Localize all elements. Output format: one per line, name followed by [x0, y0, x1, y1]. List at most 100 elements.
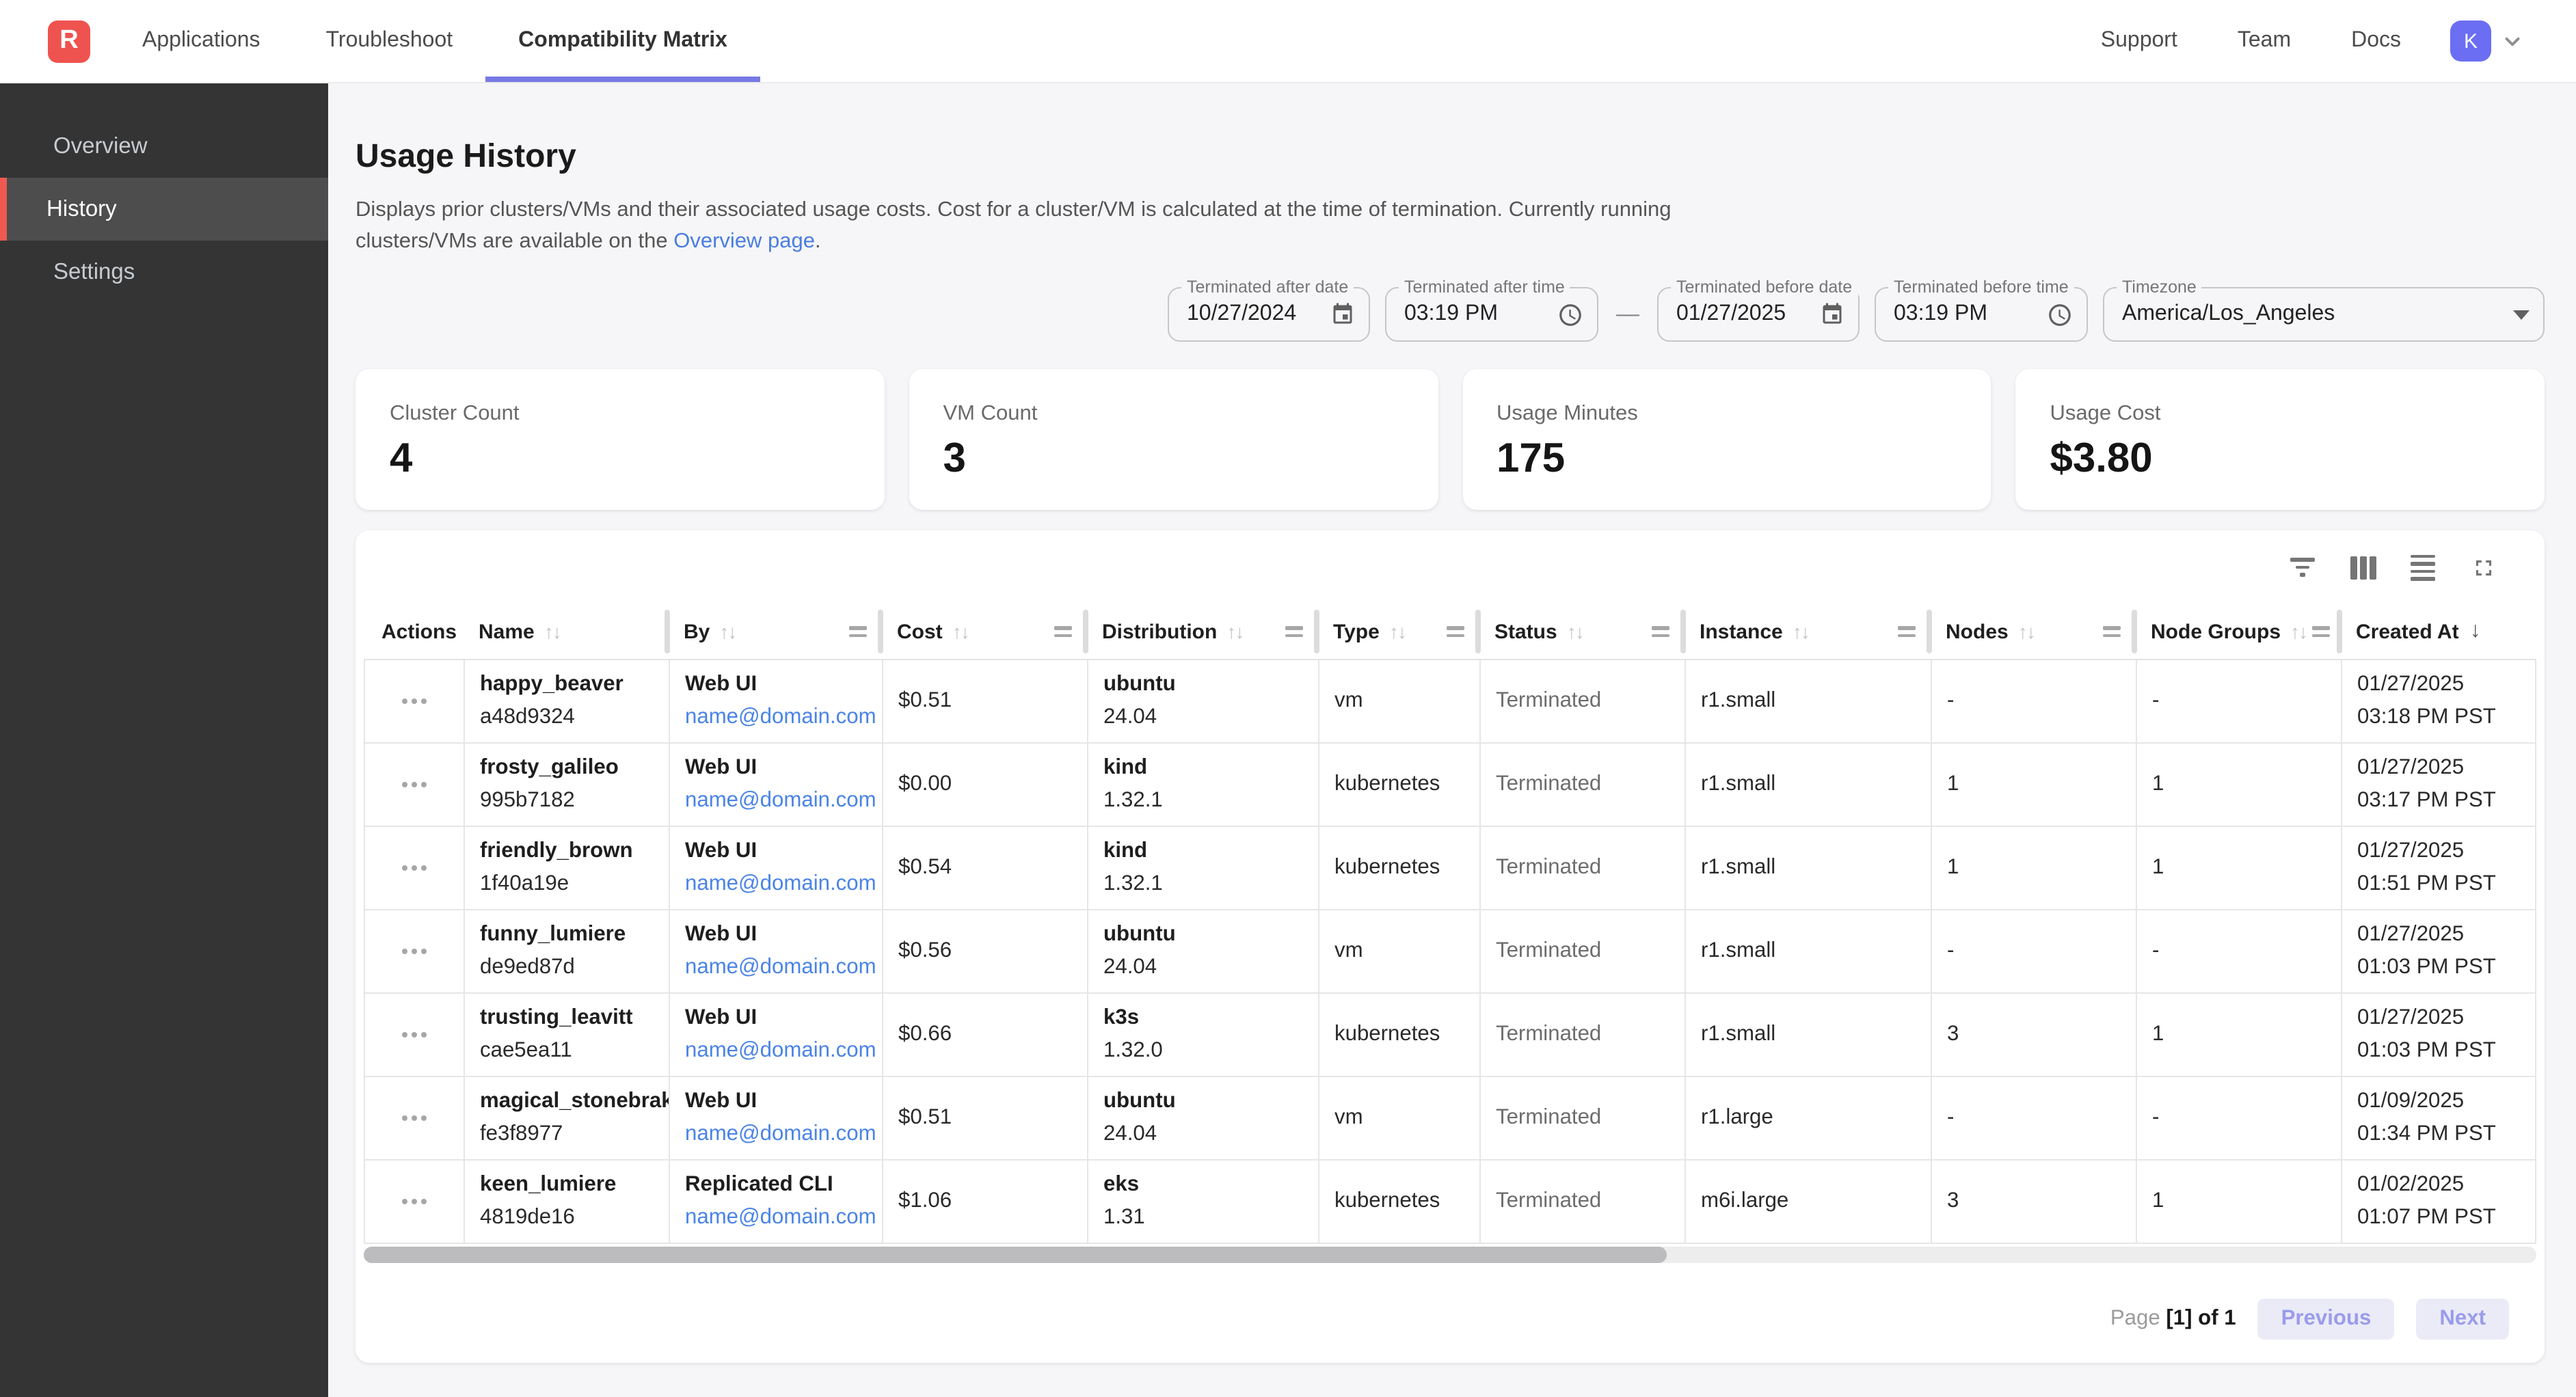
column-separator[interactable] — [1083, 610, 1088, 653]
column-header-instance[interactable]: Instance ↑↓ — [1686, 604, 1932, 659]
type-value: vm — [1334, 689, 1363, 712]
column-separator[interactable] — [1475, 610, 1481, 653]
column-filter-icon[interactable] — [2103, 626, 2121, 637]
column-header-node-groups[interactable]: Node Groups ↑↓ — [2137, 604, 2342, 659]
terminated-after-date-value[interactable]: 10/27/2024 — [1187, 302, 1297, 325]
created-by-source: Web UI — [685, 673, 757, 696]
stat-value: 3 — [943, 436, 966, 481]
created-by-email-link[interactable]: name@domain.com — [685, 1039, 876, 1062]
cell-name: trusting_leavitt cae5ea11 — [465, 994, 670, 1076]
column-header-cost[interactable]: Cost ↑↓ — [883, 604, 1088, 659]
row-actions-button[interactable] — [397, 1191, 432, 1212]
row-actions-button[interactable] — [397, 690, 432, 712]
horizontal-scrollbar-thumb[interactable] — [364, 1247, 1667, 1263]
column-separator[interactable] — [1927, 610, 1932, 653]
created-by-email-link[interactable]: name@domain.com — [685, 705, 876, 729]
clock-icon[interactable] — [1557, 301, 1583, 327]
column-filter-icon[interactable] — [1054, 626, 1072, 637]
nav-link-team[interactable]: Team — [2237, 29, 2292, 52]
column-header-nodes[interactable]: Nodes ↑↓ — [1932, 604, 2137, 659]
user-avatar[interactable]: K — [2450, 21, 2491, 62]
column-header-distribution[interactable]: Distribution ↑↓ — [1088, 604, 1319, 659]
sort-icon[interactable]: ↑↓ — [719, 621, 737, 642]
calendar-icon[interactable] — [1330, 302, 1355, 327]
instance-value: m6i.large — [1701, 1189, 1789, 1212]
row-actions-button[interactable] — [397, 774, 432, 796]
cell-actions — [364, 744, 465, 826]
clock-icon[interactable] — [2047, 301, 2073, 327]
nav-item-applications[interactable]: Applications — [142, 29, 260, 52]
row-actions-button[interactable] — [397, 940, 432, 962]
sort-icon[interactable]: ↑↓ — [2017, 621, 2036, 642]
overview-page-link[interactable]: Overview page — [673, 229, 816, 252]
sort-icon[interactable]: ↑↓ — [2290, 621, 2308, 642]
terminated-after-time-field[interactable]: Terminated after time 03:19 PM — [1385, 277, 1598, 342]
cell-by: Web UI name@domain.com — [670, 1077, 883, 1159]
chevron-down-icon[interactable] — [2501, 29, 2524, 53]
column-filter-icon[interactable] — [1447, 626, 1464, 637]
created-by-email-link[interactable]: name@domain.com — [685, 1206, 876, 1229]
timezone-select[interactable]: Timezone America/Los_Angeles — [2103, 277, 2545, 342]
column-header-status[interactable]: Status ↑↓ — [1481, 604, 1686, 659]
column-separator[interactable] — [2132, 610, 2137, 653]
nav-item-compatibility-matrix[interactable]: Compatibility Matrix — [485, 0, 760, 82]
status-value: Terminated — [1496, 689, 1602, 712]
nav-link-docs[interactable]: Docs — [2351, 29, 2401, 52]
column-header-name[interactable]: Name ↑↓ — [465, 604, 670, 659]
column-filter-icon[interactable] — [1285, 626, 1303, 637]
cell-actions — [364, 1077, 465, 1159]
sort-desc-icon[interactable]: ↓ — [2469, 619, 2481, 642]
column-filter-icon[interactable] — [2312, 626, 2330, 637]
replicated-logo[interactable]: R — [48, 20, 90, 62]
density-icon[interactable] — [2408, 554, 2438, 581]
sort-icon[interactable]: ↑↓ — [952, 621, 970, 642]
created-by-email-link[interactable]: name@domain.com — [685, 789, 876, 812]
sort-icon[interactable]: ↑↓ — [1388, 621, 1407, 642]
cell-actions — [364, 827, 465, 909]
column-filter-icon[interactable] — [1898, 626, 1916, 637]
created-by-email-link[interactable]: name@domain.com — [685, 955, 876, 979]
terminated-before-date-field[interactable]: Terminated before date 01/27/2025 — [1657, 277, 1860, 342]
fullscreen-icon[interactable] — [2468, 554, 2498, 581]
nav-item-troubleshoot[interactable]: Troubleshoot — [325, 29, 453, 52]
column-separator[interactable] — [665, 610, 670, 653]
sidebar-item-history[interactable]: History — [0, 178, 328, 241]
column-separator[interactable] — [1314, 610, 1319, 653]
column-separator[interactable] — [2337, 610, 2342, 653]
created-by-email-link[interactable]: name@domain.com — [685, 1122, 876, 1145]
cell-name: frosty_galileo 995b7182 — [465, 744, 670, 826]
column-header-created-at[interactable]: Created At ↓ — [2342, 604, 2536, 659]
dropdown-arrow-icon[interactable] — [2513, 310, 2530, 319]
sidebar-item-settings[interactable]: Settings — [53, 259, 135, 284]
cluster-id: 4819de16 — [480, 1206, 575, 1229]
column-header-type[interactable]: Type ↑↓ — [1319, 604, 1481, 659]
calendar-icon[interactable] — [1820, 302, 1844, 327]
column-separator[interactable] — [1680, 610, 1686, 653]
columns-icon[interactable] — [2348, 554, 2378, 581]
filter-icon[interactable] — [2287, 554, 2318, 581]
created-by-email-link[interactable]: name@domain.com — [685, 872, 876, 895]
nav-link-support[interactable]: Support — [2100, 29, 2177, 52]
terminated-after-date-field[interactable]: Terminated after date 10/27/2024 — [1168, 277, 1370, 342]
terminated-before-time-field[interactable]: Terminated before time 03:19 PM — [1875, 277, 2088, 342]
column-separator[interactable] — [878, 610, 883, 653]
previous-page-button[interactable]: Previous — [2257, 1299, 2395, 1340]
cost-value: $0.00 — [898, 772, 952, 796]
next-page-button[interactable]: Next — [2416, 1299, 2509, 1340]
column-header-by[interactable]: By ↑↓ — [670, 604, 883, 659]
sort-icon[interactable]: ↑↓ — [544, 621, 562, 642]
sort-icon[interactable]: ↑↓ — [1566, 621, 1585, 642]
terminated-before-time-value[interactable]: 03:19 PM — [1894, 302, 1987, 325]
row-actions-button[interactable] — [397, 1107, 432, 1129]
timezone-value[interactable]: America/Los_Angeles — [2122, 302, 2335, 325]
terminated-before-date-value[interactable]: 01/27/2025 — [1676, 302, 1786, 325]
cell-actions — [364, 994, 465, 1076]
row-actions-button[interactable] — [397, 857, 432, 879]
column-filter-icon[interactable] — [1652, 626, 1669, 637]
sort-icon[interactable]: ↑↓ — [1792, 621, 1810, 642]
sidebar-item-overview[interactable]: Overview — [53, 133, 148, 158]
column-filter-icon[interactable] — [849, 626, 867, 637]
row-actions-button[interactable] — [397, 1024, 432, 1046]
terminated-after-time-value[interactable]: 03:19 PM — [1404, 302, 1498, 325]
sort-icon[interactable]: ↑↓ — [1226, 621, 1244, 642]
